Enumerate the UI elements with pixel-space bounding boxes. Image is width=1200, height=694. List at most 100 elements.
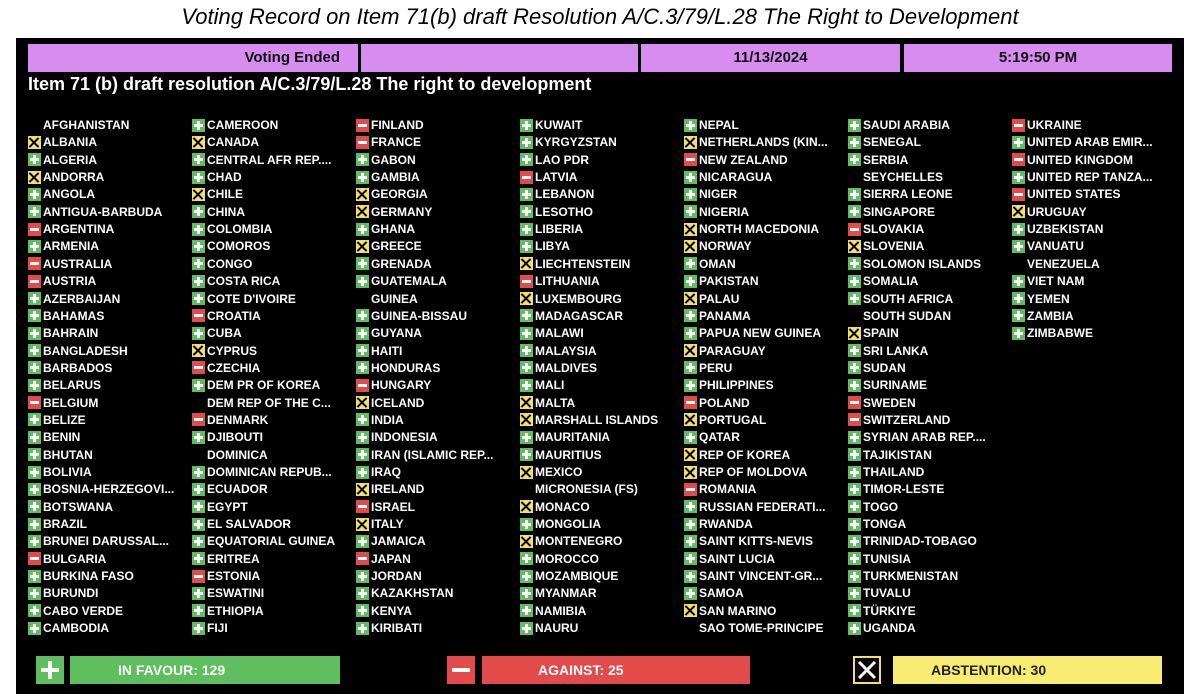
country-row: BHUTAN [28, 447, 190, 463]
country-name: EL SALVADOR [207, 517, 292, 532]
vote-icon [848, 292, 861, 305]
country-row: ECUADOR [192, 481, 354, 497]
vote-icon [192, 430, 205, 444]
country-name: SENEGAL [863, 135, 922, 150]
country-name: SAINT VINCENT-GR... [699, 569, 823, 584]
vote-icon [848, 344, 861, 358]
country-row: IRAN (ISLAMIC REP... [356, 447, 518, 463]
country-name: VENEZUELA [1027, 256, 1100, 271]
country-name: BAHAMAS [43, 308, 105, 323]
vote-icon [356, 378, 369, 392]
country-name: BENIN [43, 430, 81, 445]
vote-icon [848, 500, 861, 514]
country-row: CHINA [192, 204, 354, 220]
vote-icon [28, 187, 41, 201]
country-name: PARAGUAY [699, 343, 766, 358]
country-name: GUINEA [371, 291, 418, 306]
country-row: SIERRA LEONE [848, 186, 1010, 202]
country-row: COMOROS [192, 238, 354, 254]
country-name: MAURITIUS [535, 447, 602, 462]
country-row: ARGENTINA [28, 221, 190, 237]
vote-icon [520, 205, 533, 219]
country-name: ARMENIA [43, 239, 99, 254]
country-row: NICARAGUA [684, 169, 846, 185]
country-row: PANAMA [684, 308, 846, 324]
country-name: RUSSIAN FEDERATI... [699, 499, 826, 514]
vote-icon [192, 500, 205, 514]
against-icon [447, 656, 475, 684]
country-row: IRELAND [356, 481, 518, 497]
vote-icon [684, 482, 697, 496]
country-name: GUYANA [371, 326, 422, 341]
country-name: RWANDA [699, 517, 753, 532]
vote-icon [684, 569, 697, 583]
vote-icon [192, 309, 205, 323]
vote-icon [28, 326, 41, 340]
country-row: CHAD [192, 169, 354, 185]
country-name: INDIA [371, 412, 404, 427]
country-row: MADAGASCAR [520, 308, 682, 324]
country-row: GREECE [356, 238, 518, 254]
country-row: DEM PR OF KOREA [192, 377, 354, 393]
vote-icon [192, 517, 205, 531]
country-row: NIGER [684, 186, 846, 202]
vote-icon [28, 448, 41, 462]
vote-icon [520, 378, 533, 392]
country-name: NORTH MACEDONIA [699, 222, 819, 237]
country-row: MAURITIUS [520, 447, 682, 463]
country-row: LAO PDR [520, 152, 682, 168]
country-row: GAMBIA [356, 169, 518, 185]
country-name: EGYPT [207, 499, 248, 514]
country-name: HAITI [371, 343, 403, 358]
vote-icon [684, 378, 697, 392]
country-row: ARMENIA [28, 238, 190, 254]
country-row: PAKISTAN [684, 273, 846, 289]
vote-icon [848, 413, 861, 427]
country-name: ISRAEL [371, 499, 416, 514]
country-row: AZERBAIJAN [28, 291, 190, 307]
country-name: GABON [371, 152, 416, 167]
country-name: CAMEROON [207, 118, 279, 132]
vote-icon [28, 482, 41, 496]
country-name: ANDORRA [43, 170, 105, 185]
vote-icon [520, 465, 533, 479]
vote-icon [28, 170, 41, 184]
favour-total: IN FAVOUR: 129 [70, 656, 340, 684]
country-name: SIERRA LEONE [863, 187, 953, 202]
country-row: SWEDEN [848, 395, 1010, 411]
country-name: AZERBAIJAN [43, 291, 121, 306]
country-name: SERBIA [863, 152, 909, 167]
vote-icon [192, 239, 205, 253]
vote-icon [192, 135, 205, 149]
country-name: IRAQ [371, 465, 401, 479]
country-name: BOTSWANA [43, 499, 113, 514]
country-row: BAHRAIN [28, 325, 190, 341]
vote-icon [192, 604, 205, 618]
empty-cell [361, 44, 638, 72]
vote-icon [520, 239, 533, 253]
vote-icon [192, 326, 205, 340]
vote-icon [520, 517, 533, 531]
vote-icon [192, 552, 205, 566]
vote-icon [192, 153, 205, 167]
country-row: AUSTRALIA [28, 256, 190, 272]
country-name: AFGHANISTAN [43, 118, 130, 132]
country-row: SAINT LUCIA [684, 551, 846, 567]
country-name: MALTA [535, 395, 576, 410]
country-row: QATAR [684, 429, 846, 445]
country-name: CANADA [207, 135, 259, 150]
vote-icon [28, 135, 41, 149]
country-name: BOLIVIA [43, 465, 92, 479]
country-row: FRANCE [356, 134, 518, 150]
country-name: LESOTHO [535, 204, 594, 219]
vote-icon [192, 465, 205, 479]
vote-icon [684, 326, 697, 340]
vote-icon [356, 187, 369, 201]
vote-icon [520, 586, 533, 600]
country-name: HUNGARY [371, 378, 432, 393]
country-name: MARSHALL ISLANDS [535, 412, 659, 427]
country-row: BURKINA FASO [28, 568, 190, 584]
country-row: SOLOMON ISLANDS [848, 256, 1010, 272]
vote-icon [684, 170, 697, 184]
